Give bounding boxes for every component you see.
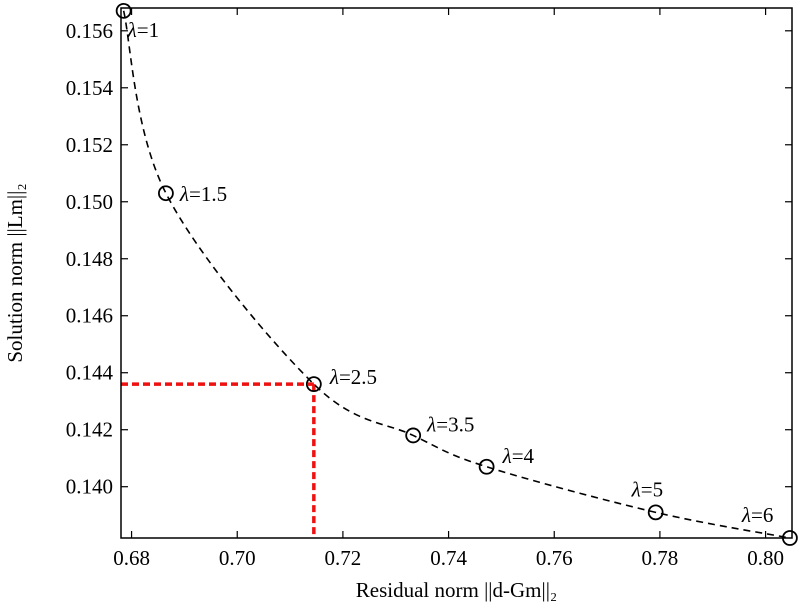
data-point-label: λ=5	[631, 477, 663, 501]
x-tick-label: 0.70	[219, 546, 256, 570]
data-point-label: λ=1	[127, 18, 159, 42]
l-curve-series	[122, 10, 791, 539]
data-point-marker	[158, 185, 174, 202]
y-tick-label: 0.146	[66, 304, 113, 328]
x-axis-ticks: 0.68 0.70 0.72 0.74 0.76 0.78 0.80	[113, 8, 784, 570]
point-labels: λ=1 λ=1.5 λ=2.5 λ=3.5 λ=4 λ=5 λ=6	[127, 18, 774, 527]
y-tick-label: 0.148	[66, 247, 113, 271]
plot-area	[121, 8, 792, 538]
data-point-label: λ=2.5	[329, 365, 377, 389]
data-point-label: λ=3.5	[426, 412, 474, 436]
x-tick-label: 0.74	[430, 546, 467, 570]
x-tick-label: 0.76	[536, 546, 573, 570]
axes-box	[120, 7, 793, 539]
data-point-marker	[115, 2, 132, 19]
x-tick-label: 0.68	[113, 546, 150, 570]
plot-background	[121, 8, 792, 538]
data-point-marker	[647, 504, 664, 521]
x-tick-label: 0.80	[747, 546, 784, 570]
x-tick-label: 0.72	[325, 546, 362, 570]
y-axis-ticks: 0.140 0.142 0.144 0.146 0.148 0.150 0.152 0.154…	[66, 19, 792, 499]
x-axis-label: Residual norm ||d-Gm||₂	[356, 578, 557, 602]
data-point-label: λ=6	[741, 503, 773, 527]
data-point-marker	[305, 376, 322, 393]
data-point-label: λ=1.5	[179, 182, 227, 206]
data-point-marker	[478, 458, 495, 475]
data-point-marker	[405, 427, 422, 444]
axes-frame	[120, 7, 793, 539]
y-tick-label: 0.144	[66, 361, 114, 385]
x-tick-label: 0.78	[642, 546, 679, 570]
data-point-label: λ=4	[502, 444, 535, 468]
y-tick-label: 0.150	[66, 190, 113, 214]
y-tick-label: 0.154	[66, 76, 114, 100]
series-line	[122, 10, 791, 539]
y-tick-label: 0.142	[66, 418, 113, 442]
y-tick-label: 0.156	[66, 19, 113, 43]
y-tick-label: 0.140	[66, 475, 113, 499]
y-tick-label: 0.152	[66, 133, 113, 157]
point-markers	[115, 2, 798, 546]
optimal-point-guides	[121, 382, 316, 538]
y-axis-label: Solution norm ||Lm||₂	[3, 183, 27, 362]
